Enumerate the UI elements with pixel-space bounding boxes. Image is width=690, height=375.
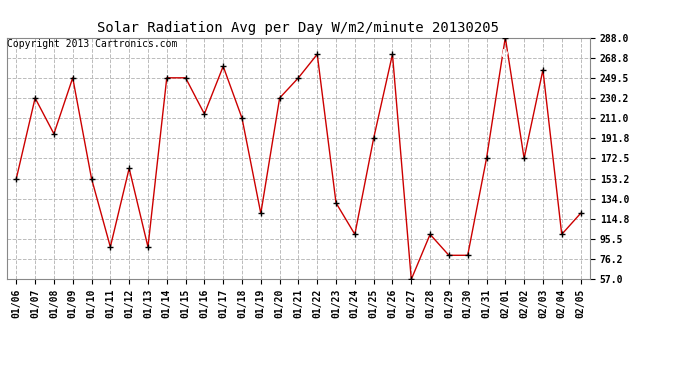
Text: Radiation  (W/m2/Minute): Radiation (W/m2/Minute) bbox=[428, 50, 569, 60]
Title: Solar Radiation Avg per Day W/m2/minute 20130205: Solar Radiation Avg per Day W/m2/minute … bbox=[97, 21, 500, 35]
Text: Copyright 2013 Cartronics.com: Copyright 2013 Cartronics.com bbox=[7, 39, 177, 50]
